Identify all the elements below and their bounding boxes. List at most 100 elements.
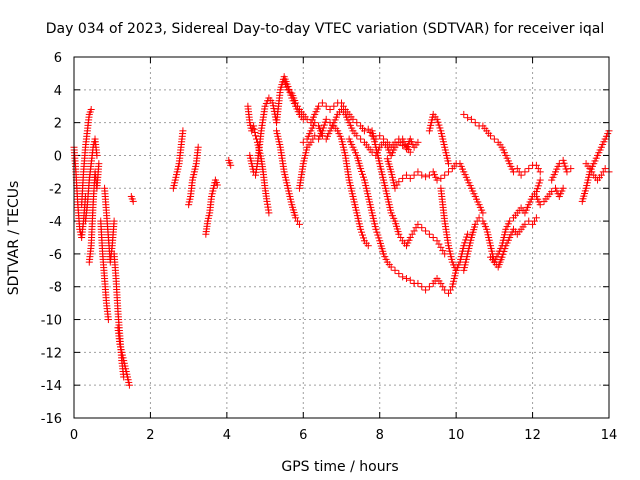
y-tick-label: -6 [49,248,62,263]
data-point [402,171,410,179]
data-point [125,381,133,389]
data-point [410,171,418,179]
data-point [318,99,326,107]
data-point [429,234,437,241]
x-axis-label: GPS time / hours [281,459,398,475]
data-point [536,201,544,209]
data-point [414,279,422,287]
data-point [110,217,118,225]
data-point [406,276,414,284]
data-point [265,209,273,217]
data-point [433,176,441,184]
data-point [487,132,495,140]
data-point [437,243,445,251]
data-point [406,174,414,182]
data-point [467,115,475,123]
data-point [368,148,376,156]
data-point [464,230,472,238]
data-point [414,168,422,176]
data-point [563,168,571,176]
data-point [359,170,367,178]
data-point [425,283,433,291]
data-point [561,162,569,170]
data-point [315,102,323,110]
data-point [360,127,368,135]
data-point [408,230,416,238]
data-point [395,138,403,146]
data-point [498,253,506,261]
data-point [213,181,221,189]
data-point [445,160,452,168]
data-point [338,99,345,107]
y-tick-label: -14 [41,379,62,394]
data-point [533,185,541,193]
data-point [559,184,567,192]
y-tick-label: -2 [49,182,62,197]
data-point [311,132,319,140]
data-point [402,275,410,283]
data-point [525,165,533,173]
data-point [250,125,258,133]
data-point [357,225,365,233]
data-point [534,182,542,190]
data-point [326,106,334,114]
data-point [436,124,444,132]
data-point [319,124,327,132]
data-point [295,220,303,228]
data-points [70,73,613,389]
data-point [441,171,449,179]
data-point [559,156,567,164]
data-point [490,135,498,143]
data-point [303,115,311,123]
data-point [475,214,483,222]
data-point [250,122,258,130]
data-point [445,289,452,297]
data-point [376,132,384,140]
data-point [359,231,367,239]
y-tick-label: -4 [49,215,62,230]
data-point [422,286,430,294]
data-point [284,86,292,94]
data-point [446,286,454,294]
data-point [330,102,338,110]
data-point [391,266,399,274]
data-point [425,230,433,238]
data-point [425,171,433,179]
data-point [560,159,568,167]
y-tick-label: -16 [41,412,62,427]
x-tick-label: 4 [223,428,231,443]
data-point [418,171,426,179]
data-point [422,173,430,181]
data-point [529,220,537,228]
data-point [536,168,544,176]
data-point [460,110,468,118]
data-point [418,283,426,291]
x-tick-label: 14 [601,428,618,443]
y-tick-label: -12 [41,346,62,361]
data-point [433,237,441,245]
data-point [517,171,525,179]
data-point [548,188,556,196]
data-point [506,217,514,225]
data-point [311,119,319,127]
data-point [418,224,426,232]
data-point [521,220,529,228]
data-point [93,151,101,159]
x-tick-label: 10 [448,428,465,443]
data-point [435,121,443,129]
data-point [422,227,430,235]
data-point [364,125,372,133]
data-point [373,228,381,236]
x-tick-label: 8 [376,428,384,443]
x-tick-label: 0 [70,428,78,443]
data-point [471,119,479,127]
data-point [433,115,441,123]
data-point [252,132,260,140]
data-point [320,121,328,129]
data-point [194,143,202,151]
data-point [375,234,383,242]
data-point [395,270,403,278]
data-point [322,102,330,110]
y-axis-label: SDTVAR / TECUs [6,181,22,296]
data-point [318,127,326,135]
